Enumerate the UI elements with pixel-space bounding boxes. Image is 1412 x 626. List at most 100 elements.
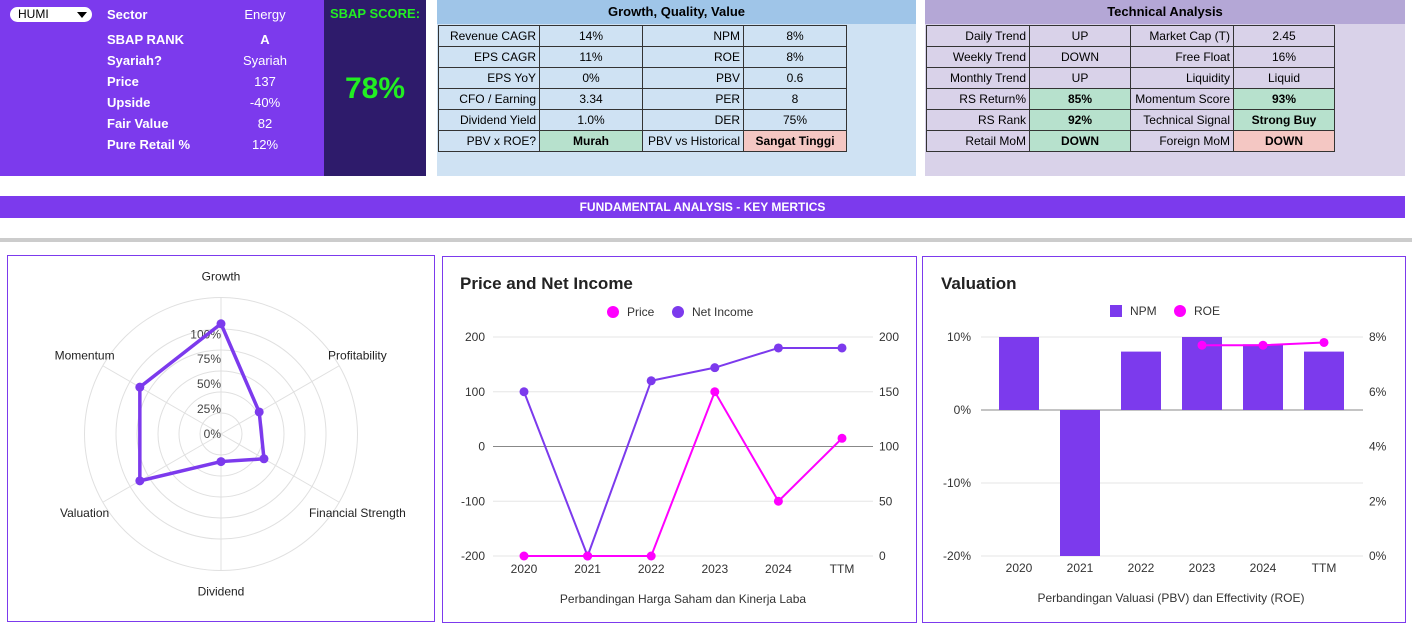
gqv-value: 0% xyxy=(539,67,643,89)
price-point xyxy=(773,496,783,506)
table-row: RS Rank 92% Technical Signal Strong Buy xyxy=(926,109,1335,131)
x-axis-label: Perbandingan Valuasi (PBV) dan Effectivi… xyxy=(1037,591,1304,605)
y-left-tick-label: -10% xyxy=(943,476,971,490)
y-right-tick-label: 2% xyxy=(1369,494,1387,508)
table-row: PBV x ROE? Murah PBV vs Historical Sanga… xyxy=(438,130,847,152)
ta-label: Monthly Trend xyxy=(926,67,1030,89)
legend-label: Net Income xyxy=(692,305,754,319)
table-row: Monthly Trend UP Liquidity Liquid xyxy=(926,67,1335,89)
info-value-rank: A xyxy=(260,32,270,47)
info-label-sector: Sector xyxy=(107,7,148,22)
radar-point xyxy=(216,319,226,329)
y-left-tick-label: -20% xyxy=(943,549,971,563)
chevron-down-icon xyxy=(77,12,87,18)
npm-bar xyxy=(1060,410,1100,556)
radar-tick-label: 50% xyxy=(197,377,221,391)
y-right-tick-label: 50 xyxy=(879,494,893,508)
gqv-value: 3.34 xyxy=(539,88,643,110)
valuation-chart-panel: Valuation 10% 0% -10% -20% 8% 6% 4% 2% 0% 2020 202… xyxy=(922,256,1406,623)
legend-label: Price xyxy=(627,305,655,319)
radar-point xyxy=(135,382,145,392)
radar-axis-label: Growth xyxy=(202,270,241,284)
gqv-value: 14% xyxy=(539,25,643,47)
y-right-tick-label: 4% xyxy=(1369,440,1387,454)
radar-point xyxy=(216,457,226,467)
table-row: EPS YoY 0% PBV 0.6 xyxy=(438,67,847,89)
info-label-fair-value: Fair Value xyxy=(107,116,169,131)
roe-point xyxy=(1258,340,1268,350)
table-row: CFO / Earning 3.34 PER 8 xyxy=(438,88,847,110)
info-label-pure-retail: Pure Retail % xyxy=(107,137,191,152)
legend-swatch-net-income xyxy=(672,306,684,318)
radar-spoke xyxy=(220,365,340,435)
npm-bar xyxy=(999,337,1039,410)
info-label-rank: SBAP RANK xyxy=(107,32,185,47)
x-tick-label: 2020 xyxy=(1006,561,1033,575)
gqv-label: PBV x ROE? xyxy=(438,130,540,152)
radar-axis-label: Dividend xyxy=(198,585,245,599)
x-tick-label: 2023 xyxy=(701,562,728,576)
x-tick-label: 2024 xyxy=(765,562,792,576)
y-left-tick-label: 0 xyxy=(478,440,485,454)
price-income-chart-panel: Price and Net Income 200 100 0 -100 -200 200 1… xyxy=(442,256,917,623)
radar-tick-label: 0% xyxy=(204,427,222,441)
ticker-dropdown[interactable]: HUMI xyxy=(10,7,92,22)
table-row: Daily Trend UP Market Cap (T) 2.45 xyxy=(926,25,1335,47)
gqv-label: CFO / Earning xyxy=(438,88,540,110)
npm-bar xyxy=(1121,351,1161,410)
gqv-value: 8% xyxy=(743,46,847,68)
gqv-value: 11% xyxy=(539,46,643,68)
table-row: EPS CAGR 11% ROE 8% xyxy=(438,46,847,68)
ta-value: 2.45 xyxy=(1233,25,1335,47)
x-tick-label: 2022 xyxy=(638,562,665,576)
gqv-label: NPM xyxy=(642,25,744,47)
divider xyxy=(0,238,1412,242)
table-row: RS Return% 85% Momentum Score 93% xyxy=(926,88,1335,110)
gqv-label: PBV vs Historical xyxy=(642,130,744,152)
ta-table: Daily Trend UP Market Cap (T) 2.45 Weekl… xyxy=(926,25,1335,152)
ta-value: UP xyxy=(1029,67,1131,89)
radar-axis-label: Profitability xyxy=(328,348,387,362)
ta-value: DOWN xyxy=(1029,46,1131,68)
gqv-value-badge: Sangat Tinggi xyxy=(743,130,847,152)
gqv-label: Dividend Yield xyxy=(438,109,540,131)
y-right-tick-label: 8% xyxy=(1369,330,1387,344)
y-right-tick-label: 0 xyxy=(879,549,886,563)
ta-label: Weekly Trend xyxy=(926,46,1030,68)
x-tick-label: TTM xyxy=(1312,561,1337,575)
gqv-label: DER xyxy=(642,109,744,131)
y-right-tick-label: 200 xyxy=(879,330,899,344)
gqv-label: PBV xyxy=(642,67,744,89)
price-point xyxy=(583,551,593,561)
radar-point xyxy=(135,476,145,486)
table-row: Dividend Yield 1.0% DER 75% xyxy=(438,109,847,131)
ticker-value: HUMI xyxy=(18,7,49,21)
info-value-pure-retail: 12% xyxy=(251,137,279,152)
score-box xyxy=(324,0,426,176)
radar-spoke xyxy=(102,433,222,503)
gqv-value-badge: Murah xyxy=(539,130,643,152)
table-row: Weekly Trend DOWN Free Float 16% xyxy=(926,46,1335,68)
info-value-upside: -40% xyxy=(249,95,281,110)
npm-bar xyxy=(1304,351,1344,410)
npm-bar xyxy=(1243,344,1283,410)
gqv-table: Revenue CAGR 14% NPM 8% EPS CAGR 11% ROE… xyxy=(438,25,847,152)
roe-point xyxy=(1197,340,1207,350)
radar-spoke xyxy=(102,365,222,435)
ta-value-badge: Strong Buy xyxy=(1233,109,1335,131)
price-point xyxy=(519,551,529,561)
gqv-label: PER xyxy=(642,88,744,110)
radar-point xyxy=(254,407,264,417)
fundamental-section-header: FUNDAMENTAL ANALYSIS - KEY MERTICS xyxy=(0,196,1405,218)
info-label-price: Price xyxy=(107,74,139,89)
radar-tick-label: 25% xyxy=(197,402,221,416)
info-value-price: 137 xyxy=(254,74,276,89)
info-label-syariah: Syariah? xyxy=(107,53,162,68)
gqv-label: Revenue CAGR xyxy=(438,25,540,47)
info-value-syariah: Syariah xyxy=(242,53,288,68)
info-value-fair-value: 82 xyxy=(257,116,273,131)
x-axis-label: Perbandingan Harga Saham dan Kinerja Lab… xyxy=(560,592,807,606)
y-left-tick-label: 200 xyxy=(465,330,485,344)
info-label-upside: Upside xyxy=(107,95,151,110)
y-left-tick-label: -200 xyxy=(461,549,485,563)
